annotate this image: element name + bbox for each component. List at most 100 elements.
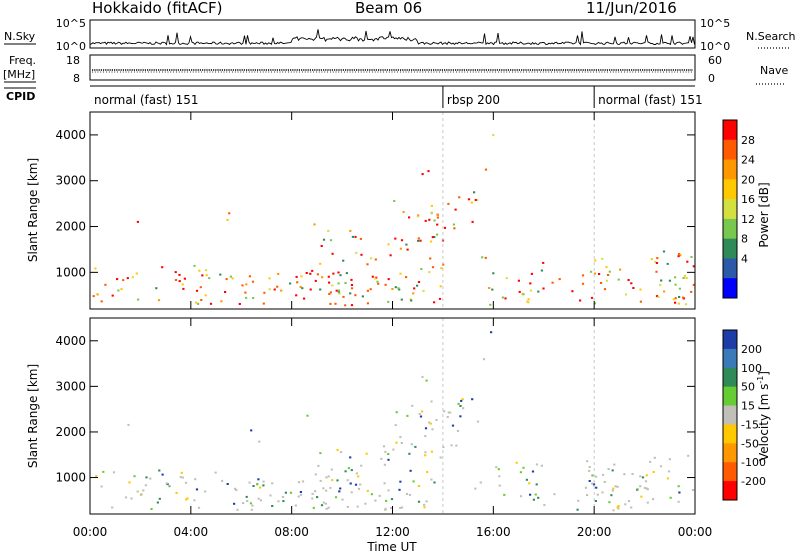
echo-cell xyxy=(498,475,501,478)
echo-cell xyxy=(346,505,349,508)
echo-cell xyxy=(350,284,354,286)
echo-cell xyxy=(384,450,387,453)
echo-cell xyxy=(405,493,409,495)
echo-cell xyxy=(682,296,685,299)
echo-cell xyxy=(479,481,482,484)
echo-cell xyxy=(473,191,476,194)
echo-cell xyxy=(251,504,254,507)
echo-cell xyxy=(369,288,372,291)
echo-cell xyxy=(322,487,325,490)
echo-cell xyxy=(474,199,477,201)
echo-cell xyxy=(133,475,136,478)
echo-cell xyxy=(331,284,334,287)
echo-cell xyxy=(430,400,433,403)
echo-cell xyxy=(447,411,450,414)
echo-cell xyxy=(447,202,450,205)
echo-cell xyxy=(394,424,397,427)
velocity-field xyxy=(95,318,695,514)
echo-cell xyxy=(383,463,386,466)
echo-cell xyxy=(616,506,619,509)
echo-cell xyxy=(303,297,306,300)
echo-cell xyxy=(614,485,617,488)
echo-cell xyxy=(446,416,449,418)
echo-cell xyxy=(334,496,338,499)
echo-cell xyxy=(181,476,184,479)
echo-cell xyxy=(687,454,690,457)
x-tick-label: 08:00 xyxy=(274,525,309,539)
echo-cell xyxy=(491,288,494,291)
echo-cell xyxy=(424,454,427,457)
echo-cell xyxy=(623,473,626,476)
echo-cell xyxy=(344,470,347,473)
echo-cell xyxy=(345,272,348,275)
colorbar-tick: 28 xyxy=(741,134,755,147)
echo-cell xyxy=(327,275,330,278)
power-y-ticks: 1000 2000 3000 4000 xyxy=(55,128,695,279)
freq-trace xyxy=(92,69,693,73)
echo-cell xyxy=(136,490,139,493)
echo-cell xyxy=(193,264,196,267)
echo-cell xyxy=(325,507,328,510)
y-tick-label: 1000 xyxy=(55,265,86,279)
echo-cell xyxy=(135,272,138,275)
echo-cell xyxy=(327,475,330,478)
echo-cell xyxy=(350,491,353,494)
echo-cell xyxy=(295,294,298,297)
echo-cell xyxy=(214,471,217,474)
echo-cell xyxy=(229,275,232,278)
echo-cell xyxy=(584,486,587,489)
echo-cell xyxy=(532,498,535,501)
echo-cell xyxy=(537,290,540,293)
echo-cell xyxy=(314,490,317,493)
echo-cell xyxy=(433,481,436,484)
echo-cell xyxy=(542,261,545,264)
echo-cell xyxy=(431,266,435,269)
echo-cell xyxy=(182,287,185,290)
echo-cell xyxy=(399,480,402,483)
nsky-line xyxy=(89,29,695,46)
echo-cell xyxy=(158,497,161,500)
echo-cell xyxy=(576,508,579,511)
echo-cell xyxy=(400,506,404,509)
echo-cell xyxy=(299,493,303,496)
echo-cell xyxy=(347,467,350,470)
echo-cell xyxy=(199,286,202,289)
echo-cell xyxy=(417,239,420,242)
echo-cell xyxy=(551,281,554,284)
echo-cell xyxy=(336,449,339,451)
echo-cell xyxy=(450,444,453,447)
echo-cell xyxy=(391,288,394,290)
echo-cell xyxy=(659,284,662,287)
nave-tick-bottom: 0 xyxy=(708,72,715,85)
power-colorbar: 28 24 20 16 12 8 4 xyxy=(722,119,755,299)
echo-cell xyxy=(311,497,314,500)
echo-cell xyxy=(429,257,432,260)
echo-cell xyxy=(610,494,613,497)
echo-cell xyxy=(527,301,530,304)
echo-cell xyxy=(683,274,686,277)
colorbar-cell xyxy=(723,238,737,259)
echo-cell xyxy=(612,487,615,490)
echo-cell xyxy=(277,273,280,275)
echo-cell xyxy=(262,480,265,483)
echo-cell xyxy=(337,289,341,292)
echo-cell xyxy=(490,331,493,334)
echo-cell xyxy=(579,299,582,302)
echo-cell xyxy=(289,282,292,285)
echo-cell xyxy=(387,458,390,461)
echo-cell xyxy=(140,493,143,496)
nave-label: Nave xyxy=(760,64,788,77)
echo-cell xyxy=(426,471,429,473)
echo-cell xyxy=(605,279,608,282)
echo-cell xyxy=(603,288,607,291)
echo-cell xyxy=(655,262,658,264)
colorbar-cell xyxy=(723,443,737,463)
echo-cell xyxy=(136,220,139,223)
echo-cell xyxy=(137,298,140,301)
echo-cell xyxy=(236,508,239,511)
echo-cell xyxy=(364,502,367,505)
echo-cell xyxy=(685,277,688,280)
echo-cell xyxy=(608,501,611,504)
echo-cell xyxy=(672,298,675,301)
colorbar-tick: 50 xyxy=(741,381,755,394)
